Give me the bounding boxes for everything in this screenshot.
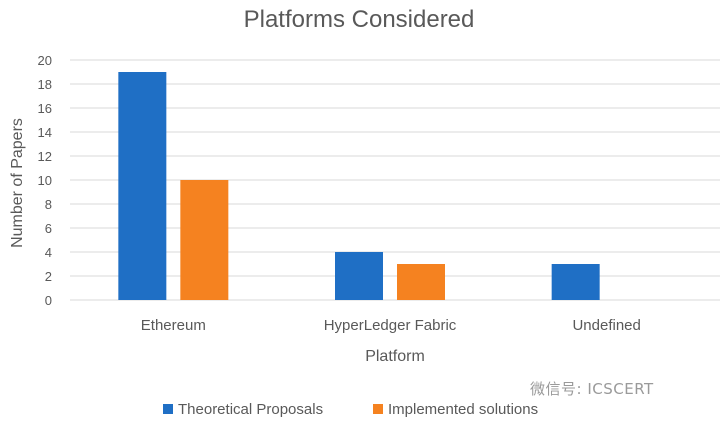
x-category-label: HyperLedger Fabric bbox=[324, 317, 457, 334]
x-category-label: Undefined bbox=[572, 317, 640, 334]
y-tick-label: 0 bbox=[45, 293, 52, 308]
legend: Theoretical Proposals Implemented solutio… bbox=[163, 401, 538, 418]
bar-theoretical-proposals-ethereum bbox=[118, 72, 167, 300]
bars bbox=[118, 72, 600, 300]
x-axis-title: Platform bbox=[365, 348, 425, 365]
y-axis-title: Number of Papers bbox=[9, 118, 26, 248]
y-tick-label: 2 bbox=[45, 269, 52, 284]
bar-theoretical-proposals-undefined bbox=[551, 264, 600, 300]
bar-implemented-solutions-ethereum bbox=[180, 180, 229, 300]
legend-swatch bbox=[373, 404, 383, 414]
legend-label: Theoretical Proposals bbox=[178, 401, 323, 418]
y-tick-labels: 0 2 4 6 8 10 12 14 16 18 20 bbox=[38, 53, 52, 308]
y-tick-label: 14 bbox=[38, 125, 52, 140]
x-category-label: Ethereum bbox=[141, 317, 206, 334]
grid-lines bbox=[70, 59, 720, 301]
legend-label: Implemented solutions bbox=[388, 401, 538, 418]
y-tick-label: 10 bbox=[38, 173, 52, 188]
y-tick-label: 6 bbox=[45, 221, 52, 236]
y-tick-label: 18 bbox=[38, 77, 52, 92]
y-tick-label: 4 bbox=[45, 245, 52, 260]
bar-theoretical-proposals-hyperledger-fabric bbox=[335, 252, 383, 300]
legend-swatch bbox=[163, 404, 173, 414]
chart-title: Platforms Considered bbox=[244, 6, 475, 33]
y-tick-label: 12 bbox=[38, 149, 52, 164]
y-tick-label: 8 bbox=[45, 197, 52, 212]
y-tick-label: 16 bbox=[38, 101, 52, 116]
x-category-labels: Ethereum HyperLedger Fabric Undefined bbox=[141, 317, 641, 334]
watermark-text: 微信号: ICSCERT bbox=[530, 380, 654, 398]
bar-implemented-solutions-hyperledger-fabric bbox=[397, 264, 445, 300]
y-tick-label: 20 bbox=[38, 53, 52, 68]
